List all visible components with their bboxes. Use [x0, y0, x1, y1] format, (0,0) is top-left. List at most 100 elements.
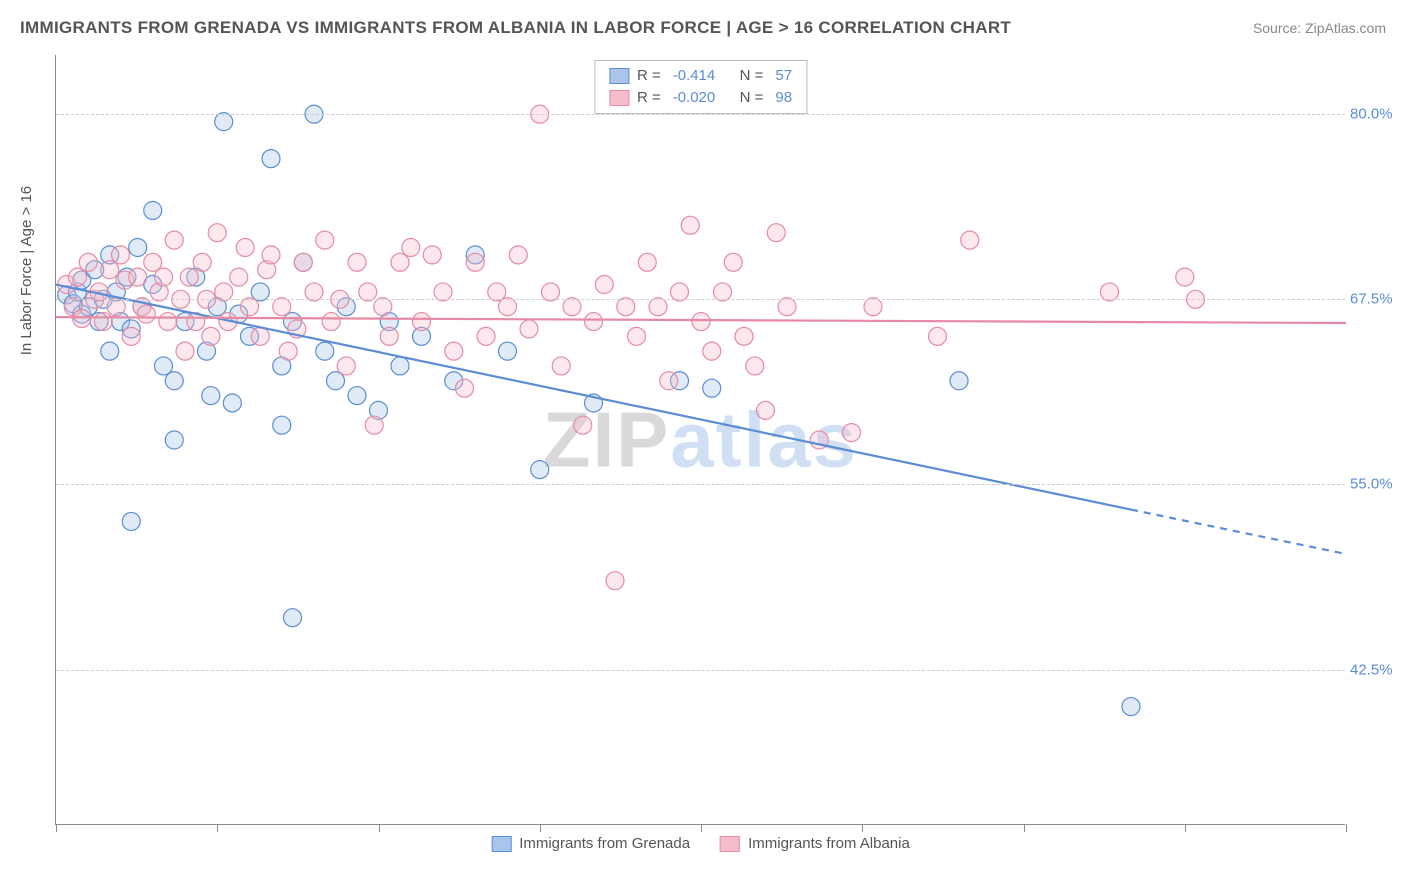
data-point [284, 609, 302, 627]
data-point [208, 224, 226, 242]
data-point [165, 231, 183, 249]
data-point [929, 327, 947, 345]
data-point [262, 150, 280, 168]
y-tick-label: 42.5% [1350, 661, 1405, 678]
data-point [864, 298, 882, 316]
data-point [273, 416, 291, 434]
x-tick [862, 824, 863, 832]
data-point [251, 327, 269, 345]
y-tick-label: 67.5% [1350, 291, 1405, 308]
gridline [56, 299, 1345, 300]
data-point [241, 298, 259, 316]
data-point [165, 431, 183, 449]
gridline [56, 114, 1345, 115]
data-point [155, 357, 173, 375]
data-point [236, 239, 254, 257]
data-point [223, 394, 241, 412]
data-point [202, 327, 220, 345]
r-label: R = [637, 65, 661, 87]
n-label: N = [740, 65, 764, 87]
data-point [155, 268, 173, 286]
data-point [144, 253, 162, 271]
data-point [456, 379, 474, 397]
data-point [542, 283, 560, 301]
data-point [703, 342, 721, 360]
data-point [251, 283, 269, 301]
data-point [305, 283, 323, 301]
r-label: R = [637, 87, 661, 109]
data-point [563, 298, 581, 316]
legend-swatch-albania [720, 836, 740, 852]
n-value: 98 [775, 87, 792, 109]
plot-area: R = -0.414 N = 57 R = -0.020 N = 98 ZIPa… [55, 55, 1345, 825]
data-point [348, 253, 366, 271]
y-tick-label: 80.0% [1350, 106, 1405, 123]
y-axis-label: In Labor Force | Age > 16 [18, 186, 35, 355]
data-point [107, 298, 125, 316]
data-point [724, 253, 742, 271]
data-point [606, 572, 624, 590]
r-value: -0.414 [673, 65, 716, 87]
data-point [778, 298, 796, 316]
legend-correlation: R = -0.414 N = 57 R = -0.020 N = 98 [594, 60, 807, 114]
data-point [585, 313, 603, 331]
data-point [129, 239, 147, 257]
data-point [434, 283, 452, 301]
data-point [262, 246, 280, 264]
data-point [681, 216, 699, 234]
data-point [215, 113, 233, 131]
data-point [617, 298, 635, 316]
source-label: Source: ZipAtlas.com [1253, 20, 1386, 36]
legend-swatch-albania [609, 90, 629, 106]
data-point [202, 387, 220, 405]
x-tick [701, 824, 702, 832]
data-point [488, 283, 506, 301]
data-point [746, 357, 764, 375]
data-point [649, 298, 667, 316]
data-point [445, 342, 463, 360]
data-point [215, 283, 233, 301]
n-label: N = [740, 87, 764, 109]
data-point [294, 253, 312, 271]
data-point [112, 246, 130, 264]
data-point [466, 253, 484, 271]
data-point [144, 201, 162, 219]
data-point [165, 372, 183, 390]
gridline [56, 670, 1345, 671]
legend-item-grenada: Immigrants from Grenada [491, 835, 690, 852]
data-point [499, 342, 517, 360]
legend-label: Immigrants from Albania [748, 835, 910, 852]
legend-bottom: Immigrants from Grenada Immigrants from … [491, 835, 910, 852]
data-point [703, 379, 721, 397]
data-point [322, 313, 340, 331]
data-point [374, 298, 392, 316]
data-point [961, 231, 979, 249]
chart-title: IMMIGRANTS FROM GRENADA VS IMMIGRANTS FR… [20, 18, 1011, 38]
data-point [129, 268, 147, 286]
data-point [499, 298, 517, 316]
n-value: 57 [775, 65, 792, 87]
legend-label: Immigrants from Grenada [519, 835, 690, 852]
data-point [101, 261, 119, 279]
data-point [402, 239, 420, 257]
data-point [692, 313, 710, 331]
data-point [73, 310, 91, 328]
data-point [94, 313, 112, 331]
chart-svg [56, 55, 1345, 824]
data-point [1101, 283, 1119, 301]
data-point [660, 372, 678, 390]
data-point [69, 268, 87, 286]
data-point [423, 246, 441, 264]
data-point [316, 231, 334, 249]
data-point [950, 372, 968, 390]
trend-line-extrapolated [1131, 510, 1346, 554]
legend-row: R = -0.414 N = 57 [609, 65, 792, 87]
data-point [365, 416, 383, 434]
x-tick [1024, 824, 1025, 832]
data-point [638, 253, 656, 271]
data-point [180, 268, 198, 286]
data-point [574, 416, 592, 434]
y-tick-label: 55.0% [1350, 476, 1405, 493]
data-point [176, 342, 194, 360]
x-tick [217, 824, 218, 832]
